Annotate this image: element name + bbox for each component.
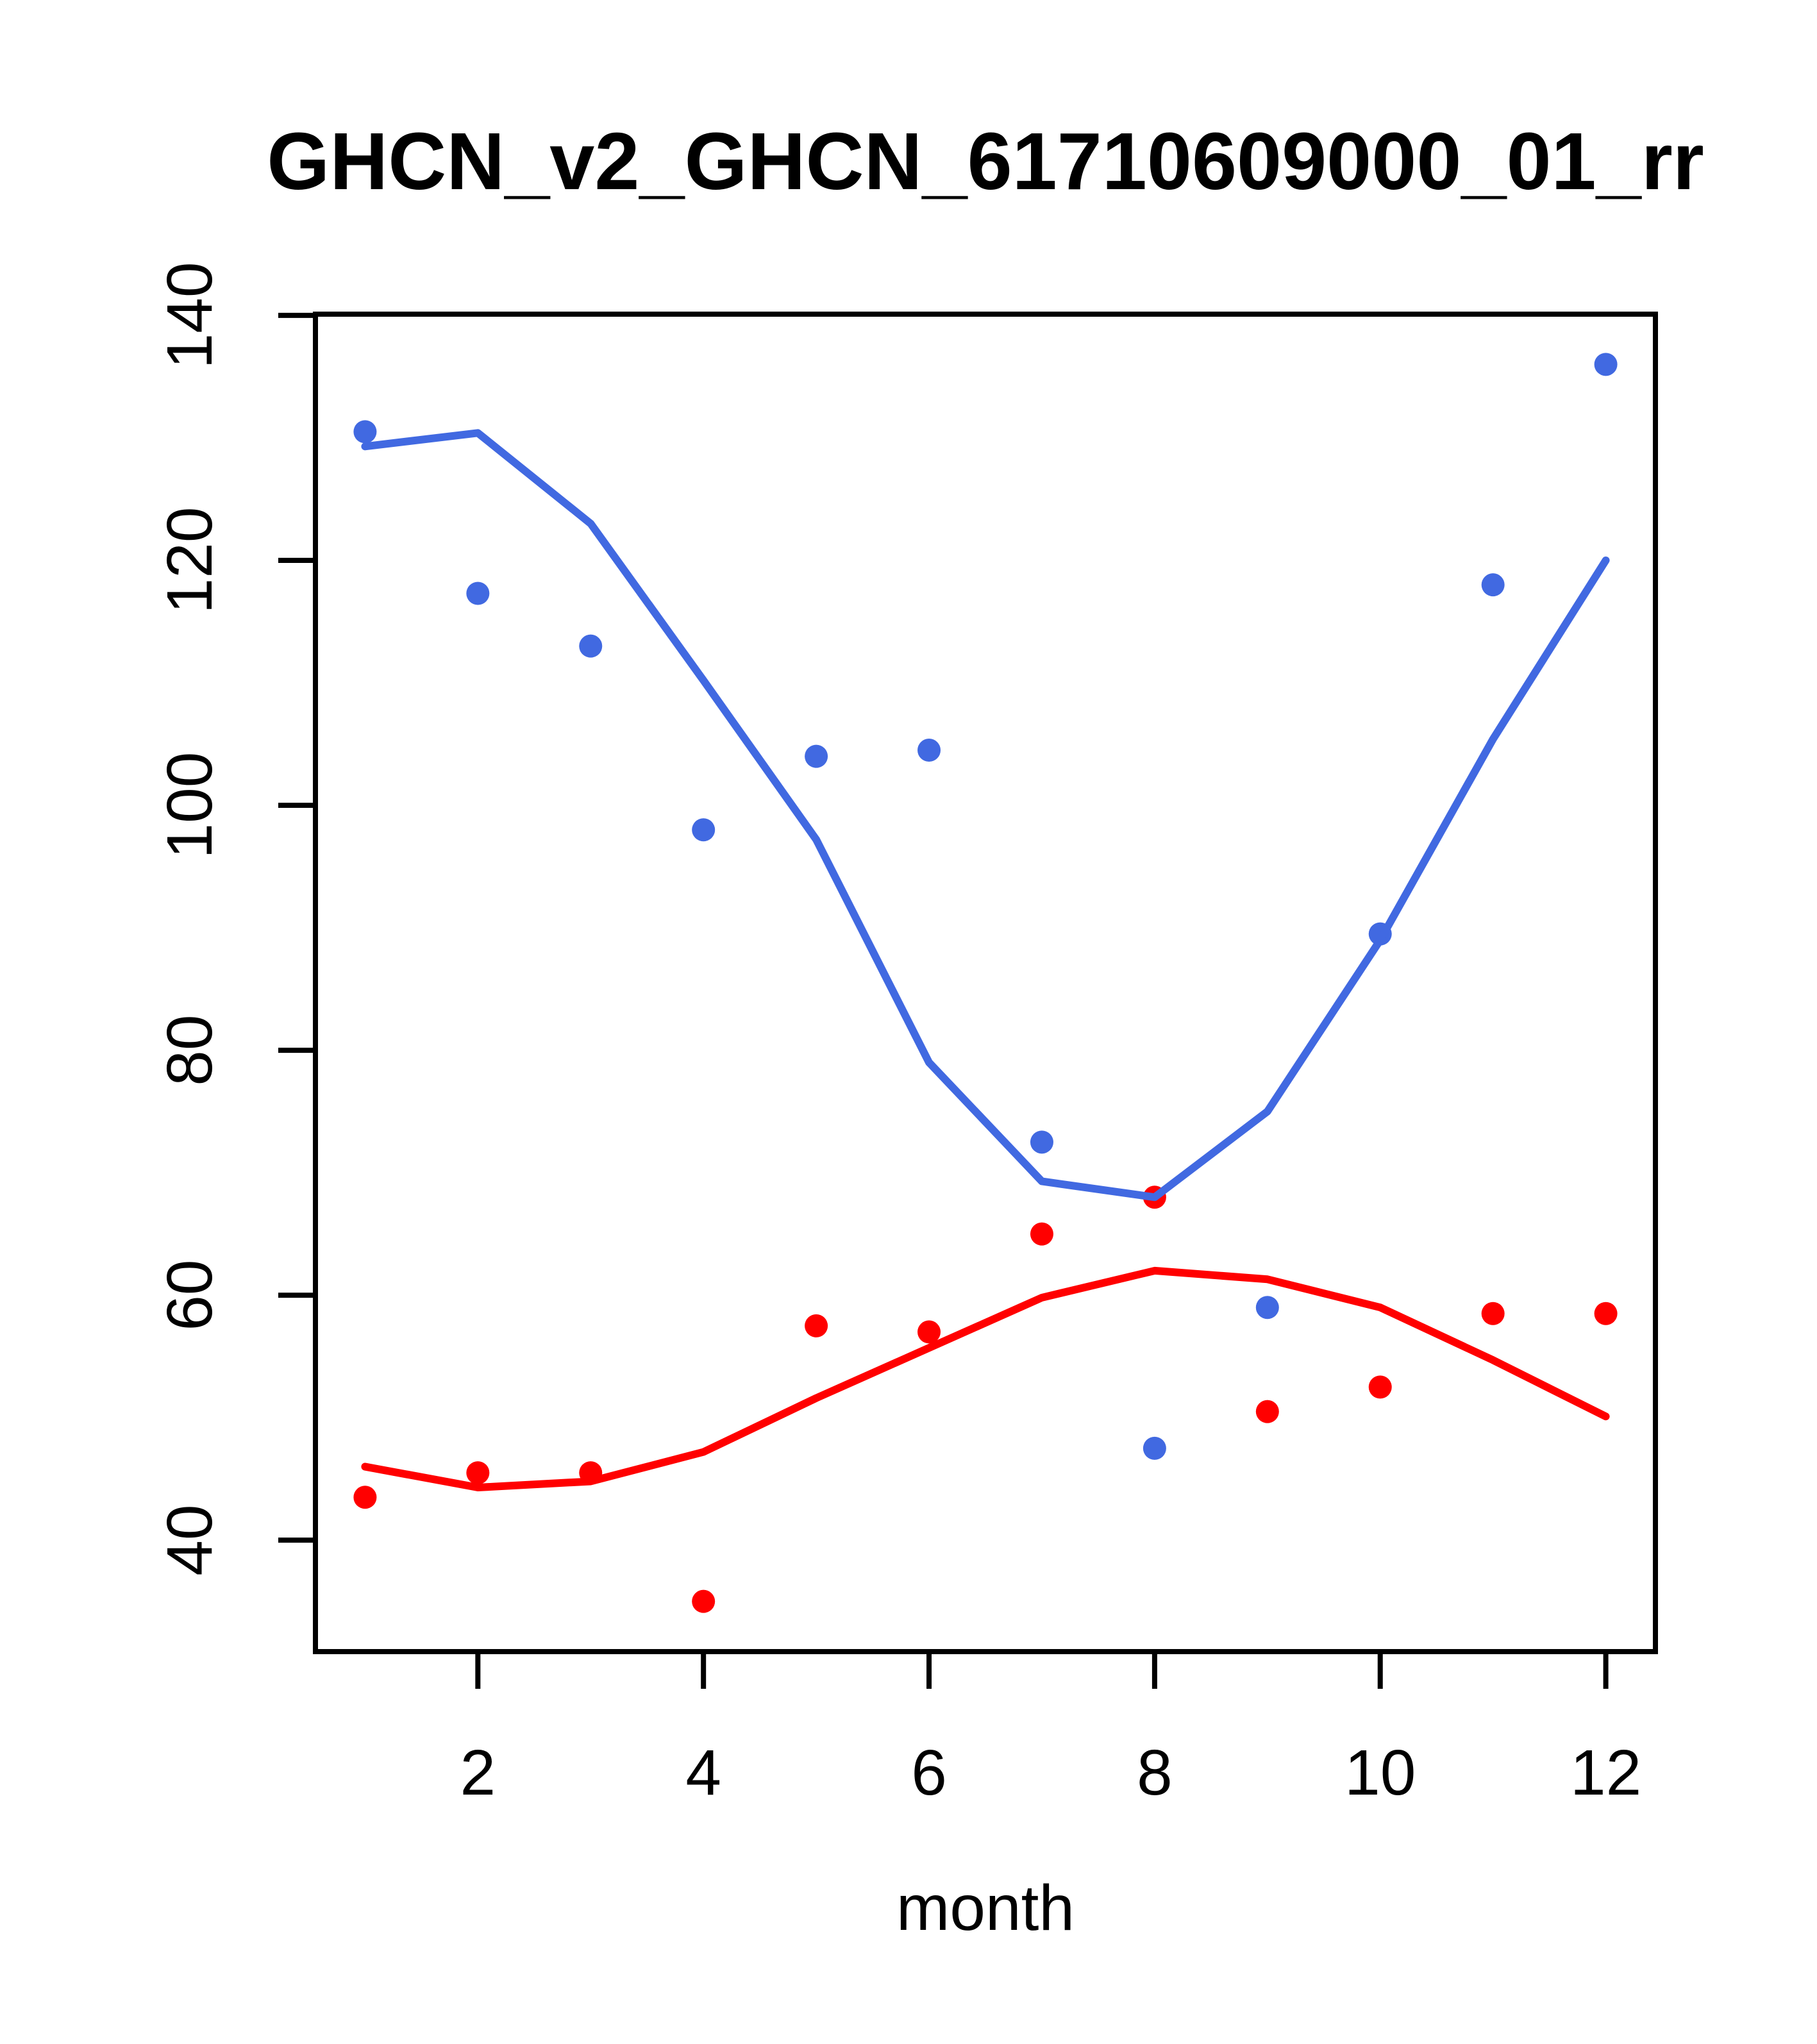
series-red-points-point — [692, 1589, 716, 1613]
x-tick-label: 12 — [1570, 1737, 1641, 1809]
x-tick-label: 4 — [685, 1737, 721, 1809]
chart-title: GHCN_v2_GHCN_61710609000_01_rr — [267, 116, 1704, 206]
series-blue-points-point — [692, 818, 716, 842]
x-tick-label: 6 — [911, 1737, 947, 1809]
series-blue-points-point — [1143, 1436, 1166, 1460]
x-tick-label: 8 — [1137, 1737, 1173, 1809]
series-blue-points-point — [466, 582, 490, 605]
y-tick-label: 120 — [154, 507, 226, 614]
series-blue-points-point — [1481, 573, 1505, 597]
series-blue-points-point — [353, 420, 377, 444]
series-red-points-point — [466, 1461, 490, 1485]
series-blue-points-point — [917, 739, 941, 762]
series-red-points-point — [917, 1320, 941, 1344]
y-tick-label: 100 — [154, 752, 226, 859]
series-red-points-point — [1481, 1302, 1505, 1325]
x-tick-label: 2 — [460, 1737, 496, 1809]
series-blue-points-point — [1594, 353, 1618, 376]
y-tick-label: 140 — [154, 262, 226, 369]
series-blue-points-point — [579, 634, 603, 658]
series-blue-points-point — [805, 744, 828, 768]
y-tick-label: 80 — [154, 1014, 226, 1085]
series-red-points-point — [1030, 1222, 1053, 1246]
series-red-points-point — [805, 1314, 828, 1337]
plot-area: 2 4 6 8 10 12 40 60 80 100 120 140 — [154, 262, 1658, 1809]
series-blue-lowess-line — [361, 429, 1610, 1202]
series-red-points-point — [353, 1486, 377, 1509]
series-red-points-point — [1255, 1400, 1279, 1423]
x-axis-label: month — [896, 1872, 1075, 1944]
series-red-points-point — [1368, 1375, 1392, 1399]
series-blue-points-point — [1030, 1130, 1053, 1154]
y-tick-label: 40 — [154, 1505, 226, 1576]
y-tick-label: 60 — [154, 1259, 226, 1330]
series-blue-points-point — [1255, 1296, 1279, 1319]
x-tick-label: 10 — [1344, 1737, 1416, 1809]
plot-box — [313, 312, 1658, 1654]
series-red-points-point — [1594, 1302, 1618, 1325]
series-red-lowess-line — [361, 1266, 1610, 1492]
